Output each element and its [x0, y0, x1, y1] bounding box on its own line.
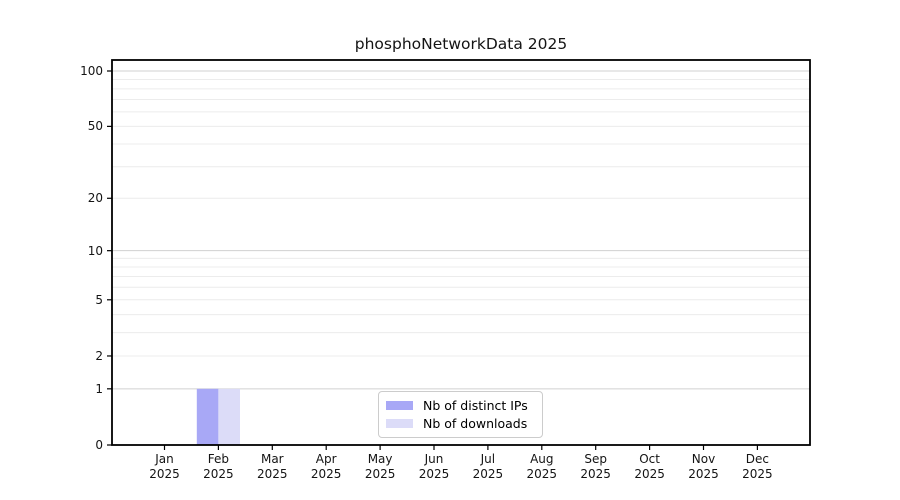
x-tick-label-line: Mar [260, 452, 284, 466]
x-tick-label-line: 2025 [310, 467, 342, 481]
legend-item-downloads: Nb of downloads [386, 416, 542, 431]
x-tick-label: Apr 2025 [291, 452, 361, 482]
x-tick-label-line: 2025 [580, 467, 611, 481]
x-tick-label: Mar 2025 [237, 452, 307, 482]
x-tick-label-line: Dec [745, 452, 769, 466]
x-tick-label-line: 2025 [149, 467, 180, 481]
bar-downloads-feb [218, 388, 240, 445]
x-tick-label-line: Aug [530, 452, 554, 466]
legend: Nb of distinct IPs Nb of downloads [378, 391, 543, 438]
x-tick-label-line: Oct [639, 452, 660, 466]
x-tick-label-line: Jul [480, 452, 496, 466]
bar-distinct-ips-feb [196, 388, 219, 445]
x-tick-label: Dec 2025 [722, 452, 792, 482]
x-tick-label-line: Feb [207, 452, 230, 466]
x-tick-label: May 2025 [345, 452, 415, 482]
x-tick-label-line: 2025 [203, 467, 234, 481]
y-tick-label: 0 [95, 438, 103, 452]
y-tick-label: 10 [87, 243, 103, 258]
x-tick-label-line: 2025 [472, 467, 504, 481]
y-tick-label: 2 [95, 348, 103, 363]
legend-label-downloads: Nb of downloads [423, 416, 528, 431]
x-tick-label-line: Apr [315, 452, 337, 466]
y-tick-label: 5 [95, 292, 103, 307]
y-tick-label: 100 [80, 64, 103, 78]
x-tick-label: Jun 2025 [399, 452, 469, 482]
x-tick-label-line: 2025 [526, 467, 558, 481]
x-tick-label: Oct 2025 [615, 452, 685, 482]
x-tick-label: Jul 2025 [453, 452, 523, 482]
x-tick-label-line: 2025 [742, 467, 773, 481]
x-tick-label: Nov 2025 [669, 452, 739, 482]
legend-swatch-distinct-ips [386, 401, 413, 410]
y-tick-label: 1 [95, 381, 103, 396]
x-tick-label-line: Sep [584, 452, 607, 466]
x-tick-label: Sep 2025 [561, 452, 631, 482]
legend-label-distinct-ips: Nb of distinct IPs [423, 398, 528, 413]
x-tick-label: Jan 2025 [130, 452, 200, 482]
x-tick-label-line: 2025 [688, 467, 719, 481]
x-tick-label-line: 2025 [257, 467, 288, 481]
chart-title: phosphoNetworkData 2025 [354, 35, 568, 53]
x-tick-label: Feb 2025 [183, 452, 253, 482]
x-tick-label-line: 2025 [418, 467, 450, 481]
x-tick-label-line: May [367, 452, 393, 466]
x-tick-label: Aug 2025 [507, 452, 577, 482]
x-tick-label-line: Jan [155, 452, 174, 466]
x-tick-label-line: Jun [424, 452, 444, 466]
y-tick-label: 50 [87, 119, 103, 134]
x-tick-label-line: 2025 [634, 467, 665, 481]
legend-item-distinct-ips: Nb of distinct IPs [386, 398, 542, 413]
legend-swatch-downloads [386, 419, 413, 428]
plot-frame [111, 59, 811, 446]
x-tick-label-line: Nov [691, 452, 716, 466]
y-tick-label: 20 [87, 191, 103, 206]
x-tick-label-line: 2025 [364, 467, 396, 481]
